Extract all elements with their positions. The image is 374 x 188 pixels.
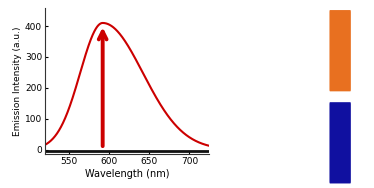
Y-axis label: Emission Intensity (a.u.): Emission Intensity (a.u.) bbox=[13, 26, 22, 136]
FancyBboxPatch shape bbox=[329, 102, 351, 183]
FancyBboxPatch shape bbox=[329, 10, 351, 91]
X-axis label: Wavelength (nm): Wavelength (nm) bbox=[85, 169, 169, 179]
